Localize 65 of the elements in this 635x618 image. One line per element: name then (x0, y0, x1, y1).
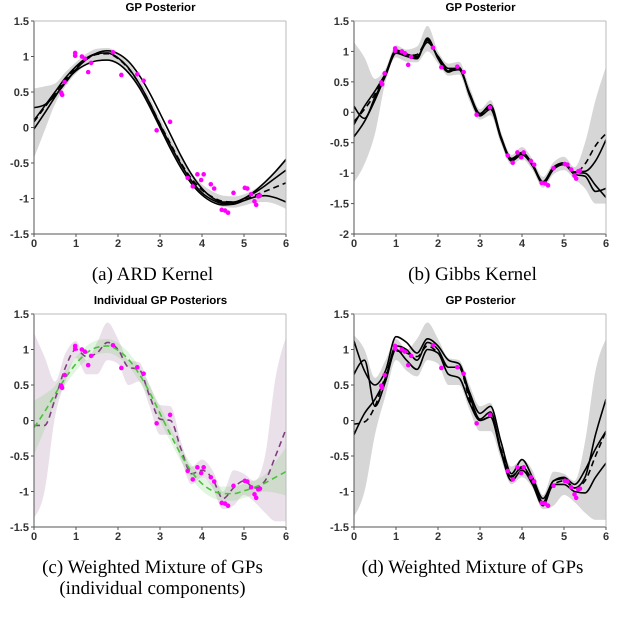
x-tick-label: 6 (282, 530, 290, 543)
y-tick-label: -1 (339, 168, 349, 180)
y-tick-label: 0 (22, 415, 29, 428)
x-tick-label: 4 (198, 530, 206, 543)
y-tick-label: -1 (19, 486, 29, 498)
y-tick-label: 1 (342, 46, 349, 58)
y-tick-label: 1.5 (334, 16, 349, 28)
x-tick-label: 5 (240, 530, 248, 543)
x-tick-label: 2 (434, 238, 442, 250)
x-tick-label: 3 (156, 238, 164, 250)
y-tick-label: 1.5 (334, 308, 349, 321)
chart-title: GP Posterior (444, 1, 517, 16)
text: (d) Weighted Mixture of GPs (360, 557, 584, 578)
text: (c) Weighted Mixture of GPs (individual components) (41, 557, 264, 599)
y-tick-label: 1 (22, 51, 29, 64)
y-tick-label: 1.5 (14, 308, 29, 321)
y-tick-label: -1.5 (10, 522, 29, 534)
y-tick-label: 1.5 (14, 16, 29, 28)
x-tick-label: 6 (282, 238, 290, 250)
x-tick-label: 0 (30, 238, 38, 250)
x-tick-label: 1 (72, 530, 80, 543)
y-tick-label: -0.5 (10, 158, 29, 170)
y-tick-label: 0 (22, 122, 29, 134)
x-tick-label: 4 (518, 530, 526, 543)
x-tick-label: 1 (392, 238, 400, 250)
x-tick-label: 0 (350, 238, 358, 250)
text: (b) Gibbs Kernel (407, 264, 538, 285)
y-tick-label: 1 (342, 344, 349, 356)
x-tick-label: 5 (560, 238, 568, 250)
y-tick-label: 0 (342, 107, 349, 120)
x-tick-label: 2 (434, 530, 442, 543)
y-tick-label: 0.5 (334, 380, 349, 392)
x-tick-label: 2 (114, 530, 122, 543)
y-tick-label: 0.5 (14, 380, 29, 392)
x-tick-label: 1 (392, 530, 400, 543)
y-tick-label: -1 (339, 486, 349, 498)
y-tick-label: -0.5 (330, 450, 349, 463)
y-tick-label: -0.5 (10, 450, 29, 463)
y-tick-label: -1.5 (10, 228, 29, 241)
x-tick-label: 1 (72, 238, 80, 250)
chart-title: Individual GP Posteriors (92, 294, 228, 309)
x-tick-label: 4 (518, 238, 526, 250)
chart-title: GP Posterior (124, 1, 197, 16)
x-tick-label: 5 (240, 238, 248, 250)
y-tick-label: 0.5 (14, 86, 29, 99)
chart-title: GP Posterior (444, 294, 517, 309)
y-tick-label: -1.5 (330, 198, 349, 210)
x-tick-label: 0 (30, 530, 38, 543)
x-tick-label: 2 (114, 238, 122, 250)
x-tick-label: 6 (602, 238, 610, 250)
y-tick-label: 0 (342, 415, 349, 428)
y-tick-label: -1 (19, 193, 29, 206)
x-tick-label: 6 (602, 530, 610, 543)
x-tick-label: 3 (156, 530, 164, 543)
y-tick-label: -0.5 (330, 138, 349, 150)
x-tick-label: 4 (198, 238, 206, 250)
x-tick-label: 5 (560, 530, 568, 543)
y-tick-label: 1 (22, 344, 29, 356)
x-tick-label: 0 (350, 530, 358, 543)
text: (a) ARD Kernel (90, 264, 214, 285)
y-tick-label: -2 (339, 228, 349, 241)
y-tick-label: 0.5 (334, 76, 349, 89)
x-tick-label: 3 (476, 238, 484, 250)
x-tick-label: 3 (476, 530, 484, 543)
y-tick-label: -1.5 (330, 522, 349, 534)
